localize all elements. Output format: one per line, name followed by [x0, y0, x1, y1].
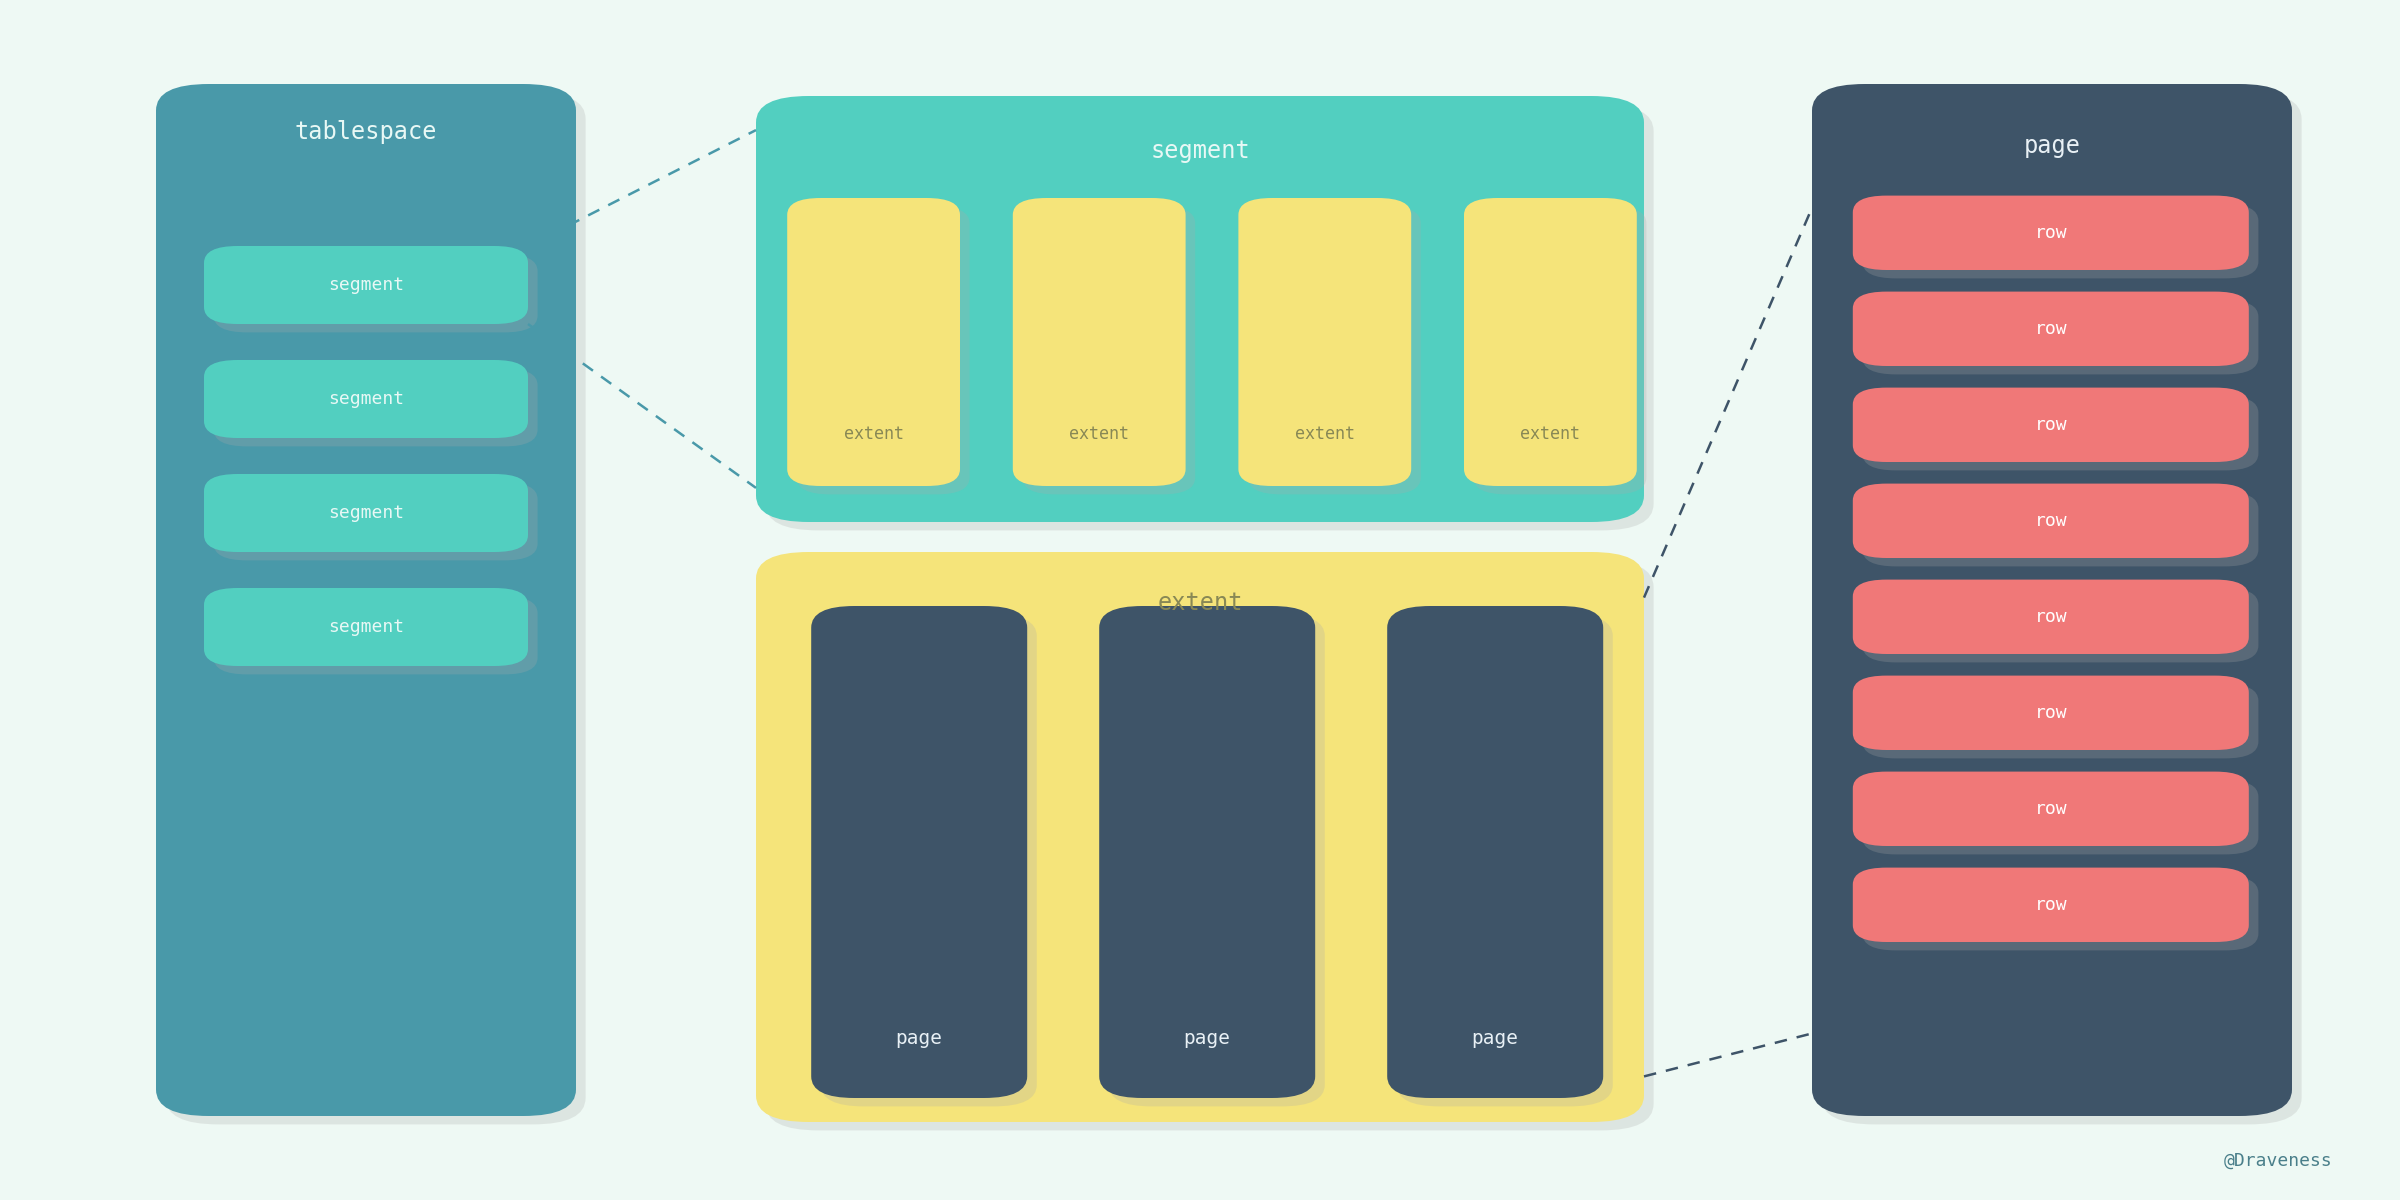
FancyBboxPatch shape	[1862, 588, 2258, 662]
FancyBboxPatch shape	[214, 368, 538, 446]
FancyBboxPatch shape	[156, 84, 576, 1116]
FancyBboxPatch shape	[1853, 580, 2249, 654]
FancyBboxPatch shape	[1853, 388, 2249, 462]
FancyBboxPatch shape	[756, 96, 1644, 522]
FancyBboxPatch shape	[1862, 204, 2258, 278]
FancyBboxPatch shape	[204, 360, 528, 438]
FancyBboxPatch shape	[1238, 198, 1411, 486]
FancyBboxPatch shape	[1862, 300, 2258, 374]
FancyBboxPatch shape	[756, 552, 1644, 1122]
Text: row: row	[2035, 319, 2066, 338]
FancyBboxPatch shape	[766, 560, 1654, 1130]
Text: segment: segment	[329, 276, 403, 294]
FancyBboxPatch shape	[1474, 206, 1646, 494]
FancyBboxPatch shape	[204, 588, 528, 666]
FancyBboxPatch shape	[1862, 396, 2258, 470]
FancyBboxPatch shape	[1862, 492, 2258, 566]
Text: segment: segment	[1150, 139, 1250, 163]
FancyBboxPatch shape	[1862, 876, 2258, 950]
Text: extent: extent	[1157, 592, 1243, 616]
FancyBboxPatch shape	[811, 606, 1027, 1098]
Text: page: page	[1471, 1030, 1519, 1049]
Text: page: page	[2023, 134, 2081, 158]
Text: row: row	[2035, 800, 2066, 818]
Text: extent: extent	[845, 425, 905, 443]
FancyBboxPatch shape	[214, 254, 538, 332]
FancyBboxPatch shape	[1812, 84, 2292, 1116]
FancyBboxPatch shape	[1853, 868, 2249, 942]
FancyBboxPatch shape	[1853, 196, 2249, 270]
Text: segment: segment	[329, 618, 403, 636]
Text: row: row	[2035, 223, 2066, 241]
Text: row: row	[2035, 895, 2066, 914]
FancyBboxPatch shape	[1862, 780, 2258, 854]
FancyBboxPatch shape	[1464, 198, 1637, 486]
Text: @Draveness: @Draveness	[2225, 1152, 2333, 1170]
FancyBboxPatch shape	[1853, 484, 2249, 558]
FancyBboxPatch shape	[1853, 676, 2249, 750]
Text: segment: segment	[329, 504, 403, 522]
FancyBboxPatch shape	[1013, 198, 1186, 486]
Text: row: row	[2035, 511, 2066, 529]
Text: extent: extent	[1296, 425, 1356, 443]
Text: tablespace: tablespace	[295, 120, 437, 144]
FancyBboxPatch shape	[766, 104, 1654, 530]
FancyBboxPatch shape	[1822, 92, 2302, 1124]
FancyBboxPatch shape	[1853, 292, 2249, 366]
FancyBboxPatch shape	[1387, 606, 1603, 1098]
FancyBboxPatch shape	[204, 474, 528, 552]
FancyBboxPatch shape	[787, 198, 960, 486]
Text: row: row	[2035, 415, 2066, 433]
FancyBboxPatch shape	[1109, 614, 1325, 1106]
Text: extent: extent	[1068, 425, 1128, 443]
FancyBboxPatch shape	[204, 246, 528, 324]
Text: page: page	[895, 1030, 943, 1049]
FancyBboxPatch shape	[1022, 206, 1195, 494]
FancyBboxPatch shape	[1248, 206, 1421, 494]
FancyBboxPatch shape	[821, 614, 1037, 1106]
FancyBboxPatch shape	[214, 596, 538, 674]
FancyBboxPatch shape	[1853, 772, 2249, 846]
FancyBboxPatch shape	[214, 482, 538, 560]
FancyBboxPatch shape	[166, 92, 586, 1124]
Text: extent: extent	[1522, 425, 1582, 443]
Text: row: row	[2035, 607, 2066, 626]
FancyBboxPatch shape	[1099, 606, 1315, 1098]
Text: page: page	[1183, 1030, 1231, 1049]
FancyBboxPatch shape	[1397, 614, 1613, 1106]
Text: segment: segment	[329, 390, 403, 408]
Text: row: row	[2035, 703, 2066, 721]
FancyBboxPatch shape	[797, 206, 970, 494]
FancyBboxPatch shape	[1862, 684, 2258, 758]
